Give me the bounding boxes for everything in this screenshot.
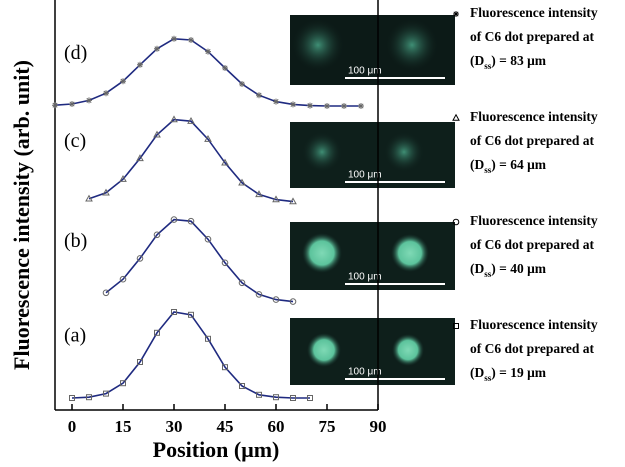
x-tick-label: 15 [115, 417, 132, 436]
legend-text: of C6 dot prepared at [470, 237, 595, 252]
legend-text-part: (D [470, 53, 484, 68]
legend-text-part: ) = 83 μm [491, 53, 546, 68]
marker [154, 46, 160, 52]
legend-text: (Dss) = 83 μm [470, 53, 547, 71]
legend-text-part: (D [470, 157, 484, 172]
curve-label: (a) [64, 325, 86, 347]
marker [205, 49, 211, 55]
legend-text-part: (D [470, 365, 484, 380]
insets: 100 μm 100 μm 100 μm 100 μm [290, 15, 455, 385]
x-tick-label: 0 [68, 417, 77, 436]
marker [239, 81, 245, 87]
marker [69, 101, 75, 107]
legend-text: Fluorescence intensity [470, 317, 598, 332]
x-tick-label: 45 [217, 417, 234, 436]
inset-dot [307, 333, 341, 367]
curve-label: (c) [64, 130, 86, 152]
legend-marker [453, 115, 459, 120]
legend-text: (Dss) = 64 μm [470, 157, 547, 175]
legend-text: of C6 dot prepared at [470, 341, 595, 356]
marker [358, 103, 364, 109]
figure: Fluorescence intensity (arb. unit) Posit… [0, 0, 625, 467]
marker [290, 101, 296, 107]
legend-text: of C6 dot prepared at [470, 29, 595, 44]
marker [256, 92, 262, 98]
y-axis-title: Fluorescence intensity (arb. unit) [9, 60, 34, 370]
scale-label: 100 μm [348, 170, 382, 181]
legend-marker [453, 11, 459, 17]
legend-text: of C6 dot prepared at [470, 133, 595, 148]
x-tick-label: 30 [166, 417, 183, 436]
inset-dot [302, 132, 342, 172]
legend-text: Fluorescence intensity [470, 109, 598, 124]
marker [52, 102, 58, 108]
inset-dot [392, 334, 424, 366]
marker [137, 62, 143, 68]
legend-text-part: ) = 40 μm [491, 261, 546, 276]
x-tick-label: 90 [370, 417, 387, 436]
legend-text-part: ) = 64 μm [491, 157, 546, 172]
marker [324, 103, 330, 109]
marker [341, 103, 347, 109]
curve-label: (b) [64, 230, 87, 252]
inset-dot [386, 19, 438, 71]
marker [86, 97, 92, 103]
fit-line [89, 120, 293, 202]
x-tick-label: 60 [268, 417, 285, 436]
marker [222, 65, 228, 71]
legend-text: Fluorescence intensity [470, 5, 598, 20]
inset-dot [391, 234, 429, 272]
legend-text-part: (D [470, 261, 484, 276]
scale-label: 100 μm [348, 66, 382, 77]
fit-line [106, 220, 293, 302]
marker [103, 90, 109, 96]
legend-text: Fluorescence intensity [470, 213, 598, 228]
fit-line [72, 312, 310, 398]
marker [307, 103, 313, 109]
legend-text: (Dss) = 40 μm [470, 261, 547, 279]
curve-label: (d) [64, 42, 87, 64]
x-axis-title: Position (μm) [153, 437, 280, 462]
marker [188, 37, 194, 43]
marker [273, 99, 279, 105]
marker [120, 78, 126, 84]
scale-label: 100 μm [348, 367, 382, 378]
marker [171, 36, 177, 42]
inset-dot [292, 19, 344, 71]
legend-text-part: ) = 19 μm [491, 365, 546, 380]
inset-dot [302, 233, 342, 273]
inset-dot [384, 132, 424, 172]
x-tick-label: 75 [319, 417, 336, 436]
legend-text: (Dss) = 19 μm [470, 365, 547, 383]
scale-label: 100 μm [348, 272, 382, 283]
